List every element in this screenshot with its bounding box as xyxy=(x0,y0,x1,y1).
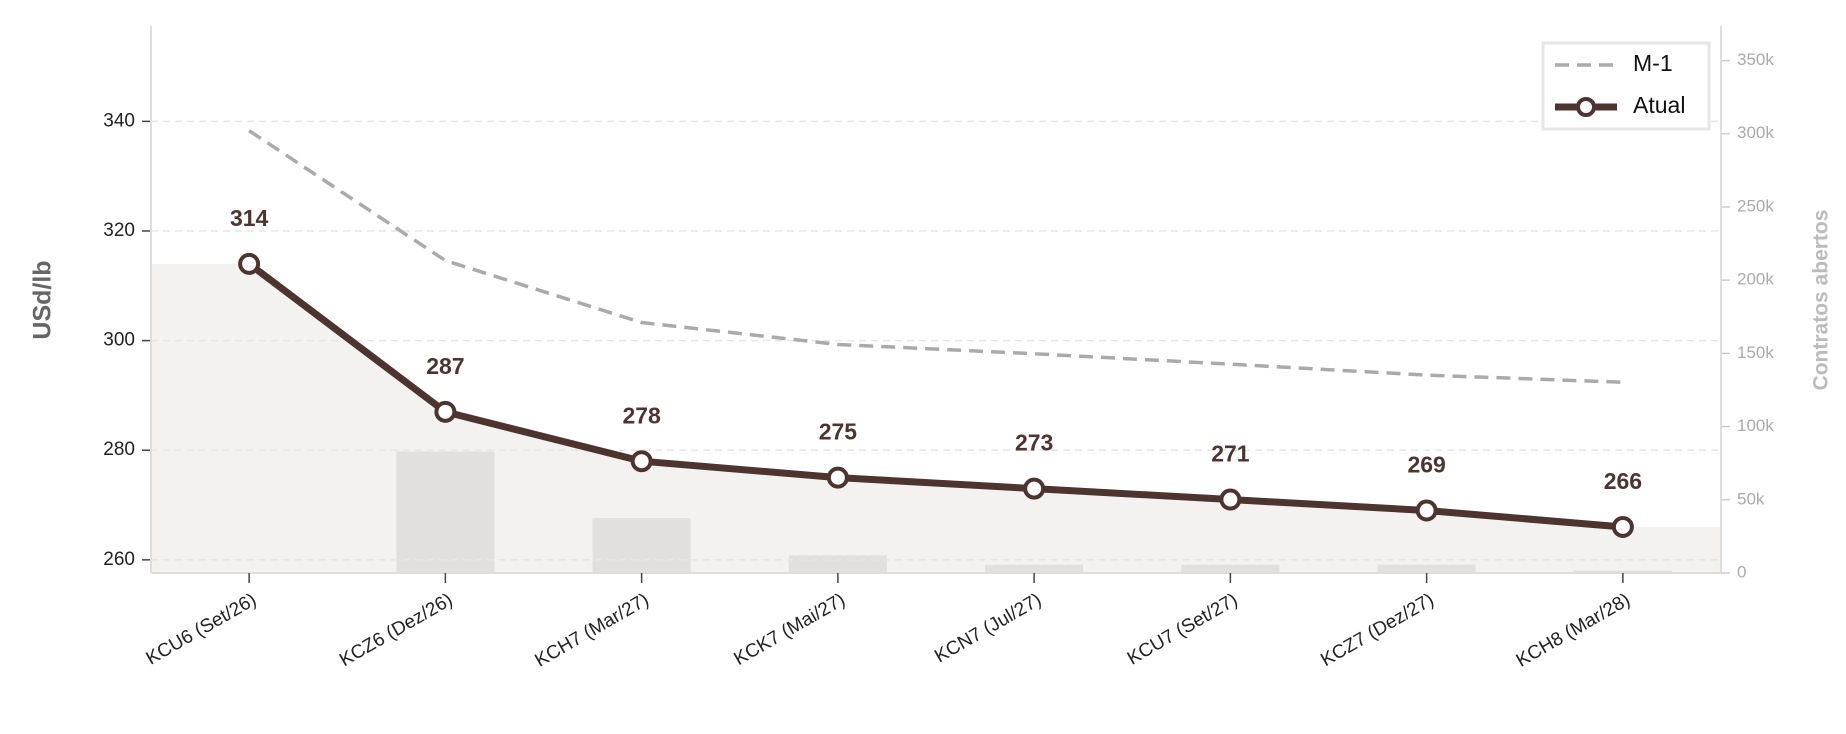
area-fill xyxy=(151,263,1721,573)
open-interest-bar xyxy=(1377,564,1476,573)
x-tick-label: KCH7 (Mar/27) xyxy=(531,589,652,671)
point-marker xyxy=(630,450,653,473)
y2-tick-label: 50k xyxy=(1737,489,1765,508)
point-marker xyxy=(238,252,261,275)
x-tick-label: KCK7 (Mai/27) xyxy=(730,589,848,669)
y-tick-label: 280 xyxy=(103,439,135,460)
x-tick-label: KCU6 (Set/26) xyxy=(143,589,260,669)
data-label: 275 xyxy=(819,419,858,445)
y2-tick-label: 250k xyxy=(1737,196,1774,215)
open-interest-bar xyxy=(985,564,1084,573)
y2-axis-label: Contratos abertos xyxy=(1810,210,1833,391)
series-line xyxy=(248,129,1623,385)
x-tick-label: KCZ7 (Dez/27) xyxy=(1317,589,1437,671)
point-marker xyxy=(1023,477,1046,500)
point-marker xyxy=(434,400,457,423)
data-label: 269 xyxy=(1407,452,1445,478)
x-tick-label: KCH8 (Mar/28) xyxy=(1513,589,1634,671)
data-label: 287 xyxy=(426,353,464,379)
open-interest-bar xyxy=(788,555,887,573)
legend-box xyxy=(1541,41,1711,131)
open-interest-bar xyxy=(1573,570,1672,573)
point-marker xyxy=(1415,499,1438,522)
data-label: 266 xyxy=(1604,468,1642,494)
point-marker xyxy=(826,466,849,489)
y2-tick-label: 200k xyxy=(1737,270,1774,289)
legend-label: M-1 xyxy=(1633,50,1673,76)
y-tick-label: 320 xyxy=(103,220,135,241)
y2-tick-label: 100k xyxy=(1737,416,1774,435)
y-axis-label: USd/lb xyxy=(29,260,57,339)
y2-tick-label: 150k xyxy=(1737,343,1774,362)
x-tick-label: KCN7 (Jul/27) xyxy=(931,589,1045,667)
open-interest-bar xyxy=(396,451,495,573)
data-label: 273 xyxy=(1015,430,1053,456)
x-tick-label: KCU7 (Set/27) xyxy=(1124,589,1241,669)
open-interest-bar xyxy=(592,518,691,573)
x-tick-label: KCZ6 (Dez/26) xyxy=(336,589,456,671)
open-interest-bar xyxy=(1181,564,1280,573)
y-tick-label: 260 xyxy=(103,549,135,570)
series-line xyxy=(247,261,1624,531)
legend-label: Atual xyxy=(1633,92,1685,118)
data-label: 314 xyxy=(230,205,269,231)
y-tick-label: 340 xyxy=(103,110,135,131)
y2-tick-label: 350k xyxy=(1737,50,1774,69)
point-marker xyxy=(1611,515,1634,538)
y-tick-label: 300 xyxy=(103,330,135,351)
legend-marker xyxy=(1576,97,1596,117)
data-label: 278 xyxy=(622,402,661,428)
point-marker xyxy=(1219,488,1242,511)
data-label: 271 xyxy=(1211,441,1250,467)
y2-tick-label: 300k xyxy=(1737,123,1774,142)
y2-tick-label: 0 xyxy=(1737,562,1746,581)
